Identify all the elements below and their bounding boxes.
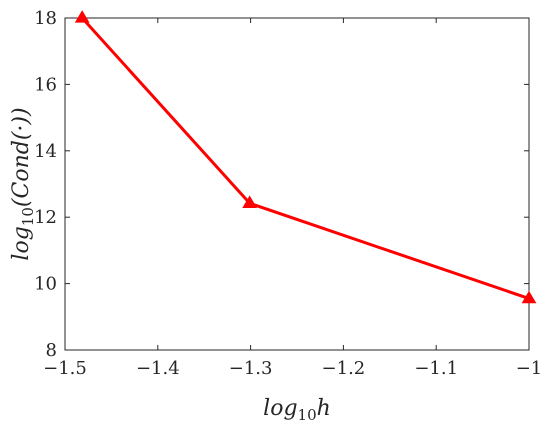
x-tick-label: −1 xyxy=(516,358,543,379)
plot-area xyxy=(64,17,530,351)
x-tick-label: −1.5 xyxy=(43,358,87,379)
y-tick-label: 12 xyxy=(34,207,57,228)
axis-tick-labels: −1.5 −1.4 −1.3 −1.2 −1.1 −1 8 10 12 14 16 18 xyxy=(34,8,542,379)
y-tick-label: 14 xyxy=(34,141,57,162)
y-tick-label: 10 xyxy=(34,274,57,295)
x-axis-label: log10h xyxy=(263,396,331,424)
data-point-marker xyxy=(242,195,258,208)
y-tick-label: 18 xyxy=(34,8,57,29)
x-tick-label: −1.1 xyxy=(414,358,458,379)
y-axis-label: log10(Cond(·)) xyxy=(9,107,37,260)
x-tick-label: −1.2 xyxy=(322,358,366,379)
y-tick-label: 8 xyxy=(46,340,57,361)
x-tick-label: −1.3 xyxy=(229,358,273,379)
data-point-marker xyxy=(74,10,90,23)
y-tick-label: 16 xyxy=(34,74,57,95)
data-point-marker xyxy=(521,290,537,304)
axis-ticks xyxy=(64,17,530,351)
series-layer xyxy=(74,10,537,304)
x-tick-label: −1.4 xyxy=(136,358,180,379)
